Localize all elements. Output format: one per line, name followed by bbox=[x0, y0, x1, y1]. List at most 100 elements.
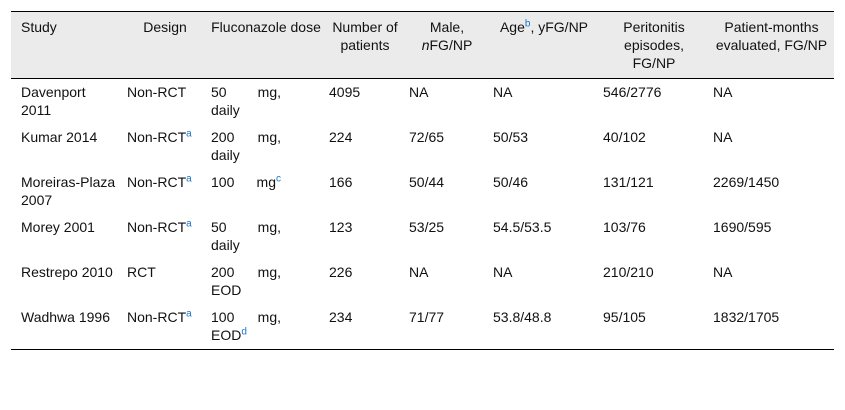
design-footnote[interactable]: a bbox=[186, 218, 192, 230]
dose-unit-wrap: mg, bbox=[258, 263, 281, 281]
cell-months: 2269/1450 bbox=[713, 174, 780, 190]
cell-design: Non-RCTa bbox=[123, 304, 207, 350]
header-months: Patient-months evaluated, FG/NP bbox=[709, 11, 834, 79]
cell-patients: 224 bbox=[329, 129, 353, 145]
cell-male: 71/77 bbox=[405, 304, 489, 350]
header-design: Design bbox=[123, 11, 207, 79]
cell-patients: 4095 bbox=[329, 84, 361, 100]
cell-dose: 50 mg, daily bbox=[207, 214, 325, 259]
cell-dose: 200 mg, daily bbox=[207, 124, 325, 169]
cell-design: RCT bbox=[123, 259, 207, 304]
cell-months: NA bbox=[713, 84, 733, 100]
dose-frequency: daily bbox=[211, 147, 240, 163]
dose-frequency: daily bbox=[211, 237, 240, 253]
dose-amount: 200 bbox=[211, 129, 235, 145]
header-male-rest: FG/NP bbox=[429, 37, 473, 53]
table-row: Moreiras-Plaza 2007 Non-RCTa 100 mgc 166 50/4… bbox=[11, 169, 834, 214]
cell-male: 72/65 bbox=[409, 129, 445, 145]
cell-dose: 100 mg, EODd bbox=[207, 304, 325, 350]
cell-study: Kumar 2014 bbox=[11, 124, 123, 169]
dose-frequency: EOD bbox=[211, 327, 242, 343]
cell-patients: 166 bbox=[329, 174, 353, 190]
design-text: Non-RCT bbox=[127, 129, 187, 145]
cell-dose: 200 mg, EOD bbox=[207, 259, 325, 304]
dose-unit-wrap: mg, bbox=[258, 218, 281, 236]
cell-age: 54.5/53.5 bbox=[493, 219, 552, 235]
cell-dose: 50 mg, daily bbox=[207, 79, 325, 125]
study-name: Morey 2001 bbox=[21, 219, 95, 235]
dose-unit: mg, bbox=[257, 309, 281, 325]
table-row: Morey 2001 Non-RCTa 50 mg, daily 123 53/25 54.5… bbox=[11, 214, 834, 259]
cell-months: NA bbox=[713, 264, 733, 280]
table-row: Wadhwa 1996 Non-RCTa 100 mg, EODd 234 71/77 53.… bbox=[11, 304, 834, 350]
header-age-main: Age bbox=[499, 19, 525, 35]
header-male-n: n bbox=[421, 37, 430, 53]
header-age-rest: , yFG/NP bbox=[530, 19, 589, 35]
design-footnote[interactable]: a bbox=[186, 308, 192, 320]
header-male-main: Male, bbox=[429, 19, 465, 35]
dose-amount: 100 bbox=[211, 174, 235, 190]
dose-unit-wrap: mg, bbox=[258, 308, 281, 326]
design-text: Non-RCT bbox=[127, 84, 187, 100]
table-row: Kumar 2014 Non-RCTa 200 mg, daily 224 72/65 50/… bbox=[11, 124, 834, 169]
dose-unit-wrap: mg, bbox=[258, 83, 281, 101]
dose-unit: mg bbox=[256, 174, 276, 190]
table-row: Restrepo 2010 RCT 200 mg, EOD 226 NA NA 210/210 N… bbox=[11, 259, 834, 304]
dose-unit-footnote[interactable]: c bbox=[276, 173, 281, 185]
dose-amount: 50 bbox=[211, 84, 227, 100]
study-name: Wadhwa 1996 bbox=[21, 309, 110, 325]
dose-amount: 50 bbox=[211, 219, 227, 235]
header-study: Study bbox=[11, 11, 123, 79]
dose-frequency: daily bbox=[211, 102, 240, 118]
dose-unit: mg, bbox=[257, 129, 281, 145]
study-table: Study Design Fluconazole dose Number of … bbox=[11, 11, 834, 350]
cell-male: 50/44 bbox=[409, 174, 445, 190]
dose-unit: mg, bbox=[257, 264, 281, 280]
study-name: Restrepo 2010 bbox=[21, 264, 113, 280]
cell-months: 1690/595 bbox=[713, 219, 772, 235]
header-row: Study Design Fluconazole dose Number of … bbox=[11, 11, 834, 79]
dose-amount: 200 bbox=[211, 264, 235, 280]
cell-age: 50/53 bbox=[493, 129, 529, 145]
design-text: RCT bbox=[127, 264, 156, 280]
cell-age: 53.8/48.8 bbox=[489, 304, 599, 350]
design-footnote[interactable]: a bbox=[186, 128, 192, 140]
table-row: Davenport 2011 Non-RCT 50 mg, daily 4095 NA NA 5… bbox=[11, 79, 834, 125]
cell-study: Davenport 2011 bbox=[11, 79, 123, 125]
design-text: Non-RCT bbox=[127, 174, 187, 190]
study-table-container: Study Design Fluconazole dose Number of … bbox=[11, 11, 834, 350]
dose-frequency: EOD bbox=[211, 282, 242, 298]
header-age: Ageb, yFG/NP bbox=[489, 11, 599, 79]
cell-patients: 234 bbox=[325, 304, 405, 350]
cell-study: Restrepo 2010 bbox=[11, 259, 123, 304]
study-name: Kumar 2014 bbox=[21, 129, 98, 145]
cell-design: Non-RCTa bbox=[123, 214, 207, 259]
cell-months: NA bbox=[713, 129, 733, 145]
dose-unit: mg, bbox=[257, 219, 281, 235]
header-patients: Number of patients bbox=[325, 11, 405, 79]
header-male: Male, nFG/NP bbox=[405, 11, 489, 79]
cell-study: Moreiras-Plaza 2007 bbox=[11, 169, 123, 214]
header-age-footnote[interactable]: b bbox=[524, 18, 531, 30]
cell-patients: 123 bbox=[329, 219, 353, 235]
cell-months: 1832/1705 bbox=[709, 304, 834, 350]
cell-peritonitis: 95/105 bbox=[599, 304, 709, 350]
study-name: Davenport 2011 bbox=[21, 84, 86, 118]
design-text: Non-RCT bbox=[127, 309, 187, 325]
cell-age: NA bbox=[493, 264, 513, 280]
cell-male: 53/25 bbox=[409, 219, 445, 235]
dose-unit: mg, bbox=[257, 84, 281, 100]
design-footnote[interactable]: a bbox=[186, 173, 192, 185]
cell-male: NA bbox=[409, 84, 429, 100]
dose-unit-wrap: mgc bbox=[257, 173, 281, 191]
header-peritonitis: Peritonitis episodes, FG/NP bbox=[599, 11, 709, 79]
cell-design: Non-RCT bbox=[123, 79, 207, 125]
cell-study: Morey 2001 bbox=[11, 214, 123, 259]
cell-design: Non-RCTa bbox=[123, 169, 207, 214]
cell-peritonitis: 546/2776 bbox=[603, 84, 662, 100]
cell-design: Non-RCTa bbox=[123, 124, 207, 169]
cell-patients: 226 bbox=[329, 264, 353, 280]
cell-study: Wadhwa 1996 bbox=[11, 304, 123, 350]
dose-footnote[interactable]: d bbox=[241, 326, 247, 338]
cell-dose: 100 mgc bbox=[207, 169, 325, 214]
